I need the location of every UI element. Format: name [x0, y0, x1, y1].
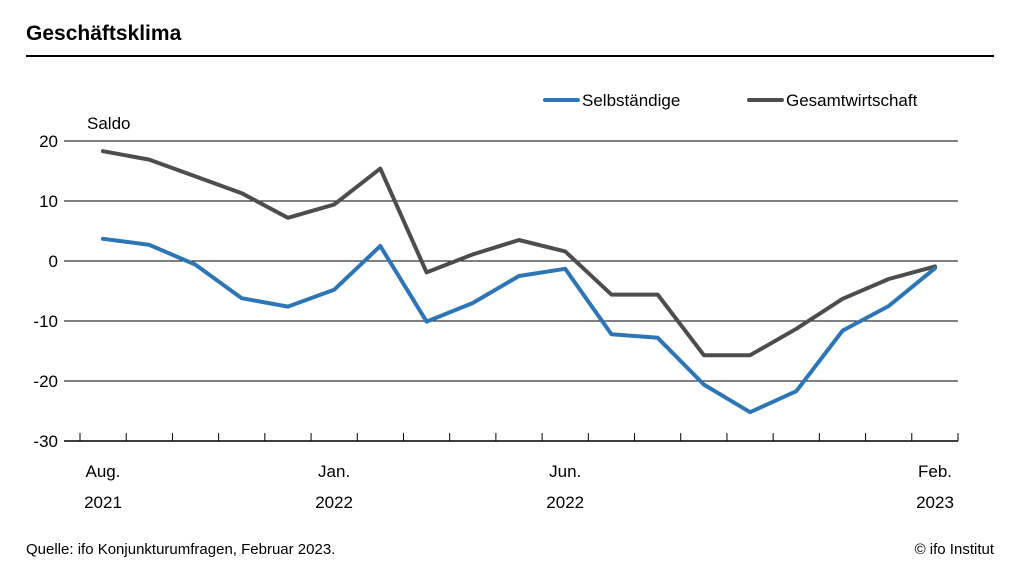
x-tick-label: 2023: [916, 493, 954, 512]
y-tick-label: -20: [33, 372, 58, 391]
x-tick-label: 2021: [84, 493, 122, 512]
legend-label: Gesamtwirtschaft: [786, 91, 918, 110]
x-tick-label: Jun.: [549, 462, 581, 481]
x-tick-label: Aug.: [86, 462, 121, 481]
legend-label: Selbständige: [582, 91, 680, 110]
x-tick-label: 2022: [315, 493, 353, 512]
y-tick-label: -10: [33, 312, 58, 331]
y-tick-label: 10: [39, 192, 58, 211]
copyright-note: © ifo Institut: [914, 541, 994, 558]
x-tick-label: Jan.: [318, 462, 350, 481]
y-tick-label: 20: [39, 132, 58, 151]
title-rule: [26, 55, 994, 57]
series-line-gesamtwirtschaft: [101, 149, 937, 358]
series-line-selbständige: [101, 236, 937, 415]
y-tick-label: -30: [33, 432, 58, 451]
y-axis-label: Saldo: [87, 114, 130, 133]
x-tick-label: 2022: [546, 493, 584, 512]
x-tick-label: Feb.: [918, 462, 952, 481]
y-tick-label: 0: [49, 252, 58, 271]
chart-title: Geschäftsklima: [26, 22, 182, 45]
source-note: Quelle: ifo Konjunkturumfragen, Februar …: [26, 541, 336, 558]
